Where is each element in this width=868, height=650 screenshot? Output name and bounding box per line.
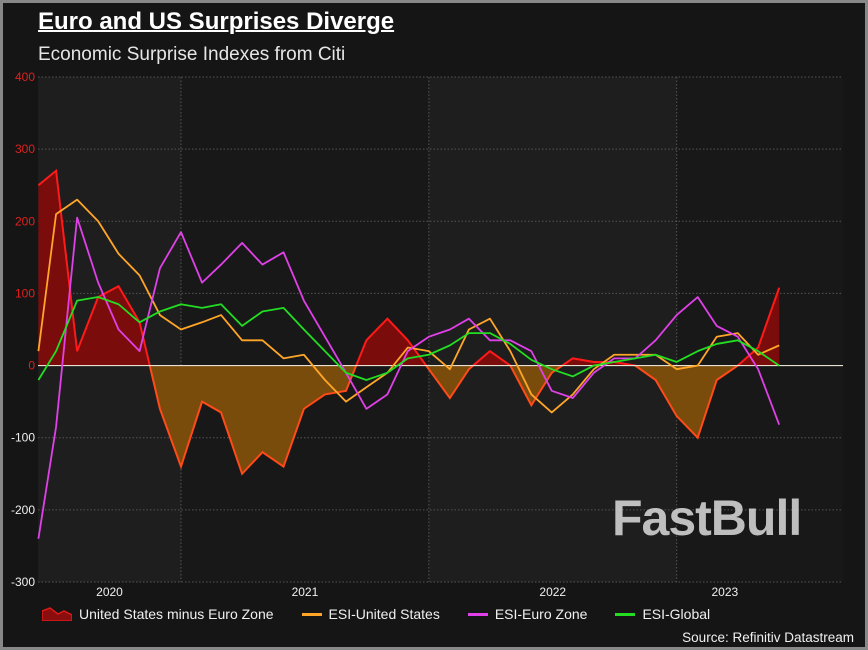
plot-band — [676, 77, 843, 582]
line-swatch-icon — [615, 612, 636, 616]
series-line-euro — [37, 216, 781, 539]
legend: United States minus Euro Zone ESI-United… — [42, 606, 738, 622]
y-tick-label: 100 — [15, 286, 35, 300]
line-swatch-icon — [467, 612, 488, 616]
legend-label: United States minus Euro Zone — [79, 606, 274, 622]
y-tick-label: -300 — [11, 575, 35, 589]
line-swatch-icon — [301, 612, 322, 616]
series-line-diff-negative — [148, 365, 740, 476]
area-swatch-icon — [42, 607, 72, 621]
series-line-global — [37, 296, 780, 381]
y-tick-label: 200 — [15, 214, 35, 228]
chart-title: Euro and US Surprises Diverge — [38, 8, 395, 35]
legend-item-us: ESI-United States — [301, 606, 440, 622]
y-tick-label: 400 — [15, 70, 35, 84]
x-tick-label: 2022 — [539, 585, 566, 599]
legend-item-euro: ESI-Euro Zone — [467, 606, 588, 622]
legend-label: ESI-Euro Zone — [494, 606, 588, 622]
x-tick-label: 2023 — [711, 585, 738, 599]
chart-subtitle: Economic Surprise Indexes from Citi — [38, 44, 346, 65]
source-note: Source: Refinitiv Datastream — [682, 630, 854, 645]
series-line-diff-positive — [37, 168, 781, 366]
legend-label: ESI-Global — [642, 606, 711, 622]
area-negative — [38, 365, 780, 474]
x-tick-label: 2020 — [96, 585, 123, 599]
area-positive — [38, 170, 780, 366]
y-tick-label: -200 — [11, 503, 35, 517]
legend-item-global: ESI-Global — [615, 606, 710, 622]
watermark-logo: FastBull — [612, 490, 802, 546]
legend-label: ESI-United States — [328, 606, 440, 622]
legend-item-diff: United States minus Euro Zone — [42, 606, 274, 622]
y-tick-label: 0 — [28, 359, 35, 373]
x-tick-label: 2021 — [292, 585, 319, 599]
y-tick-label: -100 — [11, 431, 35, 445]
y-tick-label: 300 — [15, 142, 35, 156]
